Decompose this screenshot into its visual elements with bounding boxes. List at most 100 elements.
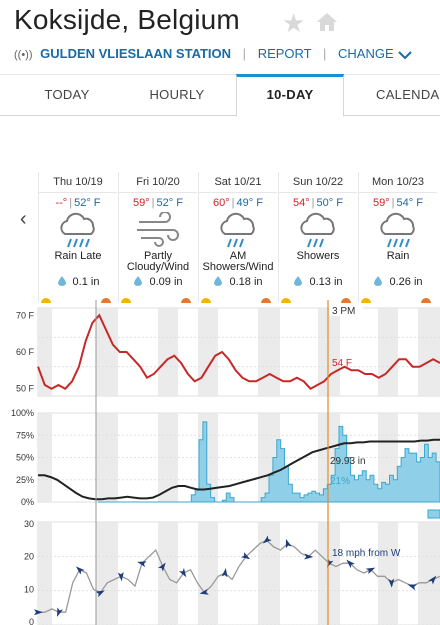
divider: |: [242, 46, 247, 61]
precip-value: 0.13 in: [309, 276, 343, 288]
day-column[interactable]: Sat 10/21 60° | 49° F AM Showers/Wind 0.18 in: [198, 172, 277, 303]
location-header: Koksijde, Belgium ★ ((•)) GULDEN VLIESLA…: [0, 0, 440, 75]
sunrise-sunset-icon: [121, 298, 191, 303]
pressure-line: [38, 438, 440, 501]
pressure-value: 29.93 in: [330, 456, 366, 467]
divider: |: [231, 197, 235, 209]
tab-calendar[interactable]: CALENDAR: [376, 87, 440, 102]
day-date: Mon 10/23: [359, 172, 437, 193]
wind-speed-line: [38, 539, 440, 613]
day-column[interactable]: Sun 10/22 54° | 50° F Showers 0.13 in: [278, 172, 357, 303]
tab-10-day[interactable]: 10-DAY: [236, 74, 344, 117]
precip-legend-swatch: [427, 509, 440, 519]
report-link[interactable]: REPORT: [257, 46, 312, 61]
day-date: Sat 10/21: [199, 172, 277, 193]
day-temps: 59° | 54° F: [359, 197, 437, 209]
precip-chance-value: 21%: [330, 476, 350, 487]
condition-line-1: Rain: [386, 250, 410, 262]
night-band: [96, 308, 118, 396]
low-temp: 52° F: [74, 197, 101, 209]
precip-chance-area: [98, 421, 440, 503]
raindrop-icon: [134, 276, 143, 286]
showers-icon: [300, 212, 335, 248]
precip-amount: 0.09 in: [119, 276, 197, 288]
night-band: [198, 308, 218, 396]
day-temps: 59° | 52° F: [119, 197, 197, 209]
station-link[interactable]: GULDEN VLIESLAAN STATION: [40, 46, 232, 61]
day-column[interactable]: Mon 10/23 59° | 54° F Rain 0.26 in: [358, 172, 437, 303]
temp-tick-label: 70 F: [16, 310, 35, 320]
divider: |: [69, 197, 73, 209]
temp-tick-label: 50 F: [16, 384, 35, 394]
night-band: [378, 308, 398, 396]
tab-today[interactable]: TODAY: [44, 87, 90, 102]
wind-tick-label: 0: [29, 617, 34, 625]
night-band: [318, 308, 340, 396]
condition-text: Rain Late: [39, 251, 117, 275]
wind-direction-marker: [95, 590, 105, 598]
tab-hourly[interactable]: HOURLY: [149, 87, 205, 102]
precip-amount: 0.18 in: [199, 276, 277, 288]
wind-direction-marker: [57, 607, 64, 617]
chevron-down-icon[interactable]: [397, 50, 412, 60]
home-icon[interactable]: [316, 11, 338, 33]
forecast-charts: 70 F 60 F 50 F 54 F 100% 75% 50% 25% 0% 29.93 in 2…: [11, 300, 440, 625]
temp-cursor-value: 54 F: [332, 358, 352, 369]
precip-tick-label: 75%: [16, 430, 34, 440]
night-band: [158, 308, 178, 396]
station-strip: ((•)) GULDEN VLIESLAAN STATION | REPORT …: [14, 46, 412, 61]
wind-direction-marker: [428, 575, 437, 585]
wind-direction-marker: [262, 535, 272, 544]
low-temp: 49° F: [236, 197, 263, 209]
divider: |: [323, 46, 327, 61]
condition-text: Showers: [279, 251, 357, 275]
condition-line-1: Showers: [296, 250, 340, 262]
wind-direction-marker: [240, 552, 251, 560]
night-band: [198, 522, 218, 625]
station-signal-icon: ((•)): [14, 49, 33, 61]
night-band: [418, 308, 440, 396]
sunrise-sunset-icon: [281, 298, 351, 303]
high-temp: 59°: [373, 197, 390, 209]
wind-direction-marker: [327, 558, 334, 568]
condition-text: Partly Cloudy/Wind: [119, 251, 197, 275]
wind-direction-marker: [221, 568, 228, 578]
precip-amount: 0.26 in: [359, 276, 437, 288]
temp-tick-label: 60 F: [16, 347, 35, 357]
precip-value: 0.09 in: [149, 276, 183, 288]
condition-line-1: AM: [229, 250, 247, 262]
wind-direction-marker: [178, 568, 187, 578]
divider: |: [391, 197, 395, 209]
change-link-label[interactable]: CHANGE: [338, 46, 394, 61]
day-temps: 54° | 50° F: [279, 197, 357, 209]
wind-direction-marker: [199, 588, 209, 595]
precip-amount: 0.13 in: [279, 276, 357, 288]
cursor-time-bg: [329, 304, 363, 316]
precip-amount: 0.1 in: [39, 276, 117, 288]
high-temp: 60°: [213, 197, 230, 209]
previous-days-arrow-icon[interactable]: ‹: [20, 208, 27, 230]
precip-tick-label: 100%: [11, 408, 34, 418]
wind-direction-marker: [117, 572, 124, 582]
change-link[interactable]: CHANGE: [338, 46, 412, 61]
day-column[interactable]: Thu 10/19 --° | 52° F Rain Late 0.1 in: [38, 172, 117, 303]
divider: |: [151, 197, 155, 209]
night-band: [318, 522, 340, 625]
day-column[interactable]: Fri 10/20 59° | 52° F Partly Cloudy/Wind 0.09 …: [118, 172, 197, 303]
day-date: Sun 10/22: [279, 172, 357, 193]
night-band: [158, 522, 178, 625]
precip-tick-label: 25%: [16, 475, 34, 485]
precip-value: 0.26 in: [389, 276, 423, 288]
low-temp: 52° F: [156, 197, 183, 209]
night-band: [96, 522, 118, 625]
wind-direction-marker: [304, 553, 314, 560]
low-temp: 54° F: [396, 197, 423, 209]
condition-line-1: Partly: [143, 250, 173, 262]
condition-line-2: Cloudy/Wind: [126, 261, 190, 273]
precip-value: 0.18 in: [229, 276, 263, 288]
rain-icon: [380, 212, 415, 248]
day-temps: --° | 52° F: [39, 197, 117, 209]
raindrop-icon: [294, 276, 303, 286]
favorite-star-icon[interactable]: ★: [282, 8, 306, 38]
precip-tick-label: 50%: [16, 453, 34, 463]
